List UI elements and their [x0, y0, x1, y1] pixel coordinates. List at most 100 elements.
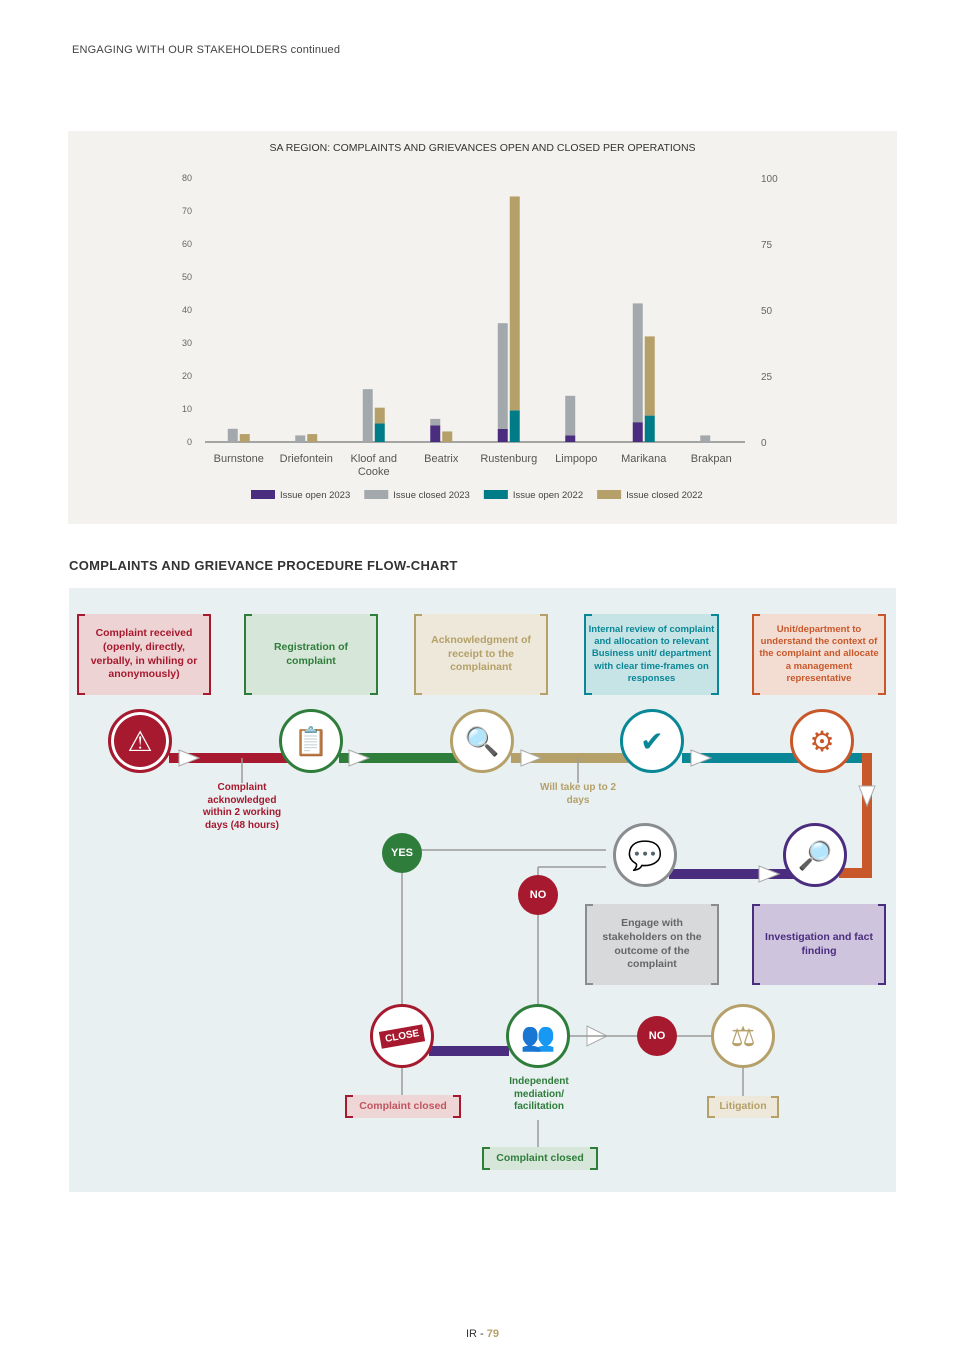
page-number: 79 [486, 1328, 500, 1340]
legend-label: Issue open 2022 [513, 490, 583, 501]
note-acknowledged: Complaint acknowledged within 2 working … [202, 782, 282, 831]
scales-icon: ⚖ [711, 1004, 775, 1068]
bar-issue-open-2023 [632, 422, 643, 442]
arrow-left-icon [758, 865, 781, 883]
y-right-tick: 25 [761, 372, 773, 383]
running-header: ENGAGING WITH OUR STAKEHOLDERS continued [72, 44, 341, 56]
connector-purple [669, 869, 819, 879]
bar-issue-closed-2023 [362, 389, 373, 442]
bar-issue-closed-2022 [509, 196, 520, 411]
bar-chart: 0 10 20 30 40 50 60 70 80 0 25 50 75 100 Burnstone Drie… [182, 173, 778, 501]
bar-issue-open-2022 [374, 423, 385, 442]
step-text: Acknowledgment of receipt to the complai… [431, 634, 531, 674]
document-search-icon: 🔍 [450, 709, 514, 773]
bar-issue-open-2023 [430, 425, 441, 442]
bar-issue-open-2023 [497, 428, 508, 442]
bar-issue-closed-2023 [700, 435, 711, 442]
no-decision-litigation: NO [637, 1016, 677, 1056]
no-decision: NO [518, 875, 558, 915]
chart-panel: SA REGION: COMPLAINTS AND GRIEVANCES OPE… [68, 131, 897, 524]
x-tick-label: Kloof and [351, 453, 397, 465]
connector-red [169, 753, 289, 763]
bar-issue-open-2023 [565, 435, 576, 442]
clipboard-alert-icon: 📋 [279, 709, 343, 773]
y-left-tick: 0 [187, 437, 192, 447]
bar-issue-closed-2022 [374, 407, 385, 424]
bar-issue-closed-2023 [227, 428, 238, 442]
step-text: Complaint received (openly, directly, ve… [90, 627, 198, 681]
step-registration: Registration of complaint [244, 614, 378, 695]
bar-issue-closed-2023 [430, 418, 441, 426]
x-tick-label: Rustenburg [480, 453, 537, 465]
y-left-tick: 10 [182, 404, 192, 414]
bar-issue-closed-2022 [644, 336, 655, 416]
step-complaint-received: Complaint received (openly, directly, ve… [77, 614, 211, 695]
step-text: Registration of complaint [273, 640, 349, 667]
legend-label: Issue closed 2023 [393, 490, 470, 501]
box-text: Complaint closed [359, 1099, 447, 1112]
step-internal-review: Internal review of complaint and allocat… [584, 614, 719, 695]
document-magnifier-icon: 🔎 [783, 823, 847, 887]
page-footer: IR - 79 [0, 1328, 965, 1340]
step-text: Unit/department to understand the contex… [759, 623, 879, 685]
y-left-tick: 50 [182, 272, 192, 282]
box-text: Litigation [719, 1100, 767, 1113]
step-unit-context: Unit/department to understand the contex… [752, 614, 886, 695]
legend-swatch [483, 490, 508, 499]
mediation-group-icon: 👥 [506, 1004, 570, 1068]
bar-issue-closed-2023 [295, 435, 306, 442]
x-tick-label: Brakpan [691, 453, 732, 465]
flowchart-title: COMPLAINTS AND GRIEVANCE PROCEDURE FLOW-… [69, 558, 458, 573]
x-tick-label: Driefontein [280, 453, 333, 465]
bar-issue-closed-2022 [239, 434, 250, 442]
legend-label: Issue closed 2022 [626, 490, 703, 501]
arrow-icon [690, 749, 713, 767]
y-left-tick: 70 [182, 206, 192, 216]
step-text: Engage with stakeholders on the outcome … [602, 917, 702, 971]
stakeholders-chat-icon: 💬 [613, 823, 677, 887]
connector-gold [511, 753, 631, 763]
close-sign-icon: CLOSE [370, 1004, 434, 1068]
y-right-tick: 0 [761, 438, 767, 449]
x-tick-label: Burnstone [214, 453, 264, 465]
bar-issue-closed-2022 [442, 431, 453, 442]
step-acknowledgment: Acknowledgment of receipt to the complai… [414, 614, 548, 695]
y-left-tick: 40 [182, 305, 192, 315]
bar-issue-closed-2023 [497, 323, 508, 429]
yes-decision: YES [382, 833, 422, 873]
connector-green [339, 753, 459, 763]
step-investigation: Investigation and fact finding [752, 904, 886, 985]
bar-issue-closed-2023 [565, 395, 576, 436]
x-tick-label: Marikana [621, 453, 667, 465]
note-two-days: Will take up to 2 days [539, 782, 617, 806]
x-tick-label: Beatrix [424, 453, 459, 465]
legend-swatch [597, 490, 622, 499]
x-tick-label: Limpopo [555, 453, 597, 465]
mediation-label: Independent mediation/ facilitation [509, 1076, 569, 1112]
complaint-closed-green: Complaint closed [482, 1147, 598, 1170]
x-tick-label: Cooke [358, 466, 390, 478]
step-text: Internal review of complaint and allocat… [588, 623, 715, 685]
people-alert-icon: ⚠ [108, 709, 172, 773]
flowchart: Complaint received (openly, directly, ve… [69, 588, 896, 1192]
legend-label: Issue open 2023 [280, 490, 350, 501]
y-left-tick: 20 [182, 371, 192, 381]
arrow-icon [520, 749, 543, 767]
complaint-closed-red: Complaint closed [345, 1095, 461, 1118]
document-check-icon: ✔ [620, 709, 684, 773]
bar-issue-open-2022 [644, 415, 655, 442]
arrow-icon [348, 749, 371, 767]
litigation-box: Litigation [707, 1096, 779, 1118]
y-left-tick: 60 [182, 239, 192, 249]
bar-issue-open-2022 [509, 410, 520, 442]
footer-prefix: IR - [465, 1328, 487, 1340]
step-text: Investigation and fact finding [765, 930, 873, 957]
y-right-tick: 50 [761, 306, 773, 317]
y-right-tick: 100 [761, 174, 778, 185]
y-right-tick: 75 [761, 240, 773, 251]
chart-title: SA REGION: COMPLAINTS AND GRIEVANCES OPE… [269, 142, 696, 154]
legend-swatch [364, 490, 389, 499]
arrow-icon [178, 749, 201, 767]
close-sign-text: CLOSE [378, 1023, 426, 1049]
connector-orange [862, 753, 872, 878]
